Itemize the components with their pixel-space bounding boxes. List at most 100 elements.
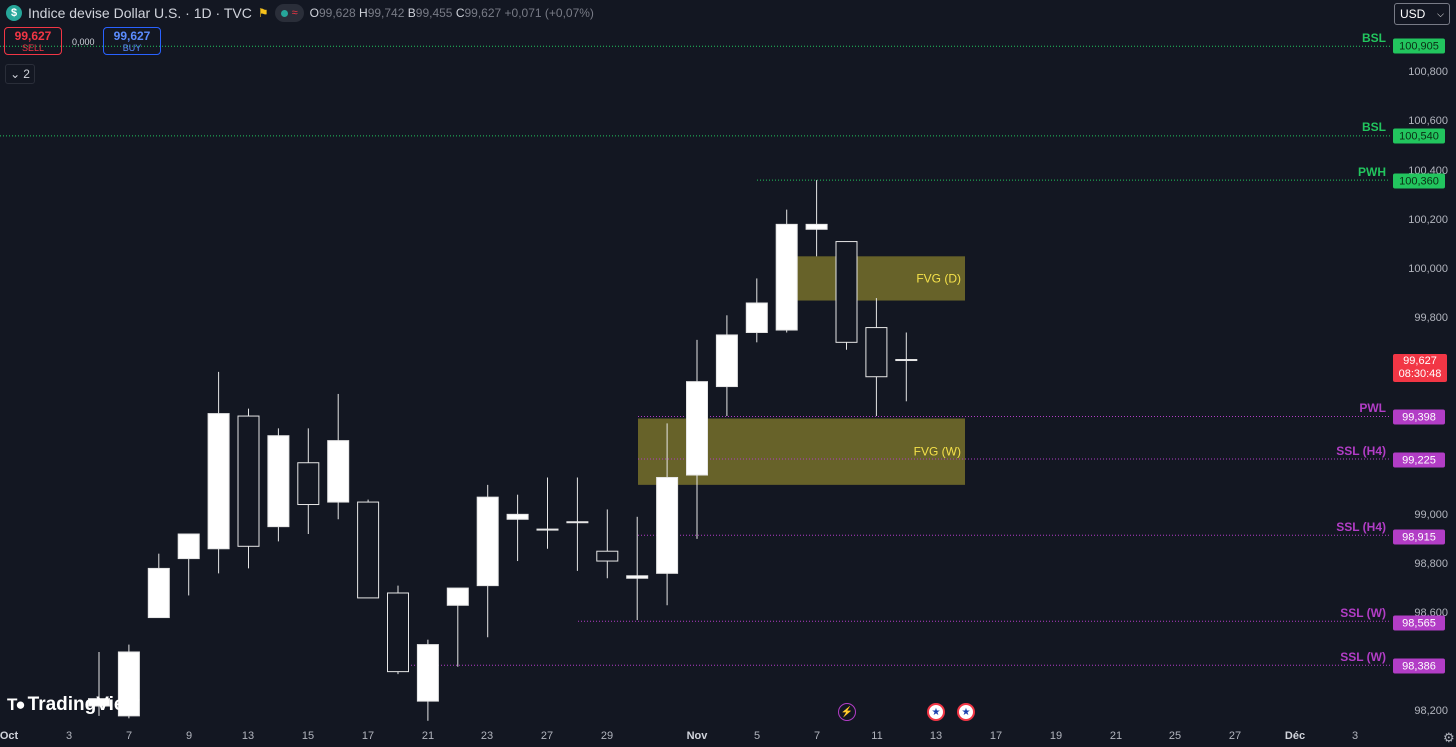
open-value: 99,628	[318, 6, 356, 20]
time-tick: 23	[480, 730, 494, 742]
candle	[895, 332, 918, 402]
price-tick: 98,800	[1414, 558, 1448, 570]
candle-body	[805, 223, 828, 230]
time-tick: 17	[361, 730, 375, 742]
candle	[596, 509, 619, 579]
level-label-pwl: PWL	[1359, 401, 1386, 415]
candle	[297, 428, 320, 535]
buy-button[interactable]: 99,627 BUY	[103, 27, 161, 55]
time-tick: 15	[301, 730, 315, 742]
market-open-dot-icon	[280, 9, 288, 17]
market-status-pill[interactable]: ≈	[274, 4, 304, 22]
price-tick: 100,200	[1408, 214, 1448, 226]
candle-body	[117, 651, 140, 717]
candle	[387, 585, 409, 675]
time-tick: 5	[753, 730, 761, 742]
spread-value: 0,000	[72, 37, 95, 47]
candle-body	[835, 241, 858, 343]
candle	[626, 516, 649, 621]
flag-icon[interactable]: ⚑	[257, 6, 269, 20]
candle	[566, 477, 589, 571]
price-tick: 100,600	[1408, 115, 1448, 127]
level-label-pwh: PWH	[1358, 165, 1386, 179]
low-value: 99,455	[415, 6, 453, 20]
price-tick: 100,000	[1408, 263, 1448, 275]
candle-body	[476, 496, 499, 587]
candle-body	[566, 521, 589, 524]
last-price-badge: 99,627 08:30:48	[1393, 354, 1447, 382]
candle-body	[446, 587, 469, 606]
time-tick: Déc	[1284, 730, 1306, 742]
close-value: 99,627	[464, 6, 502, 20]
level-price-badge: 98,386	[1393, 658, 1445, 674]
candle	[775, 209, 798, 333]
time-tick: 17	[989, 730, 1003, 742]
time-tick: 27	[1228, 730, 1242, 742]
candle	[88, 651, 110, 716]
change-value: +0,071 (+0,07%)	[504, 6, 594, 20]
lightning-event-icon[interactable]: ⚡	[838, 703, 856, 721]
level-price-badge: 99,398	[1393, 409, 1445, 425]
gear-icon[interactable]: ⚙	[1443, 730, 1455, 745]
candle-body	[387, 592, 409, 673]
candles	[88, 180, 918, 721]
buy-label: BUY	[122, 43, 142, 53]
buy-price: 99,627	[113, 29, 151, 43]
ohlc-readout: O99,628 H99,742 B99,455 C99,627 +0,071 (…	[310, 6, 594, 20]
us-flag-event-icon[interactable]: ★	[957, 703, 975, 721]
chevron-down-icon: ⌄	[10, 67, 21, 81]
fvg-zone-label: FVG (W)	[914, 445, 961, 459]
candle-body	[626, 575, 649, 579]
level-label-bsl: BSL	[1362, 120, 1386, 134]
candle	[267, 428, 290, 542]
sell-button[interactable]: 99,627 SELL	[4, 27, 62, 55]
time-tick: 19	[1049, 730, 1063, 742]
symbol-title[interactable]: Indice devise Dollar U.S. · 1D · TVC	[28, 5, 252, 21]
candle-body	[267, 435, 290, 528]
candle	[745, 278, 768, 343]
candle	[357, 499, 380, 599]
dollar-symbol-icon: $	[6, 5, 22, 21]
time-tick: 9	[185, 730, 193, 742]
time-tick: Oct	[0, 730, 19, 742]
candle	[327, 393, 350, 520]
level-label-ssl-h4: SSL (H4)	[1336, 520, 1386, 534]
candle-body	[686, 381, 708, 476]
high-value: 99,742	[367, 6, 405, 20]
open-key: O	[309, 6, 319, 20]
currency-select[interactable]: USD ⌵	[1394, 3, 1450, 25]
time-tick: 27	[540, 730, 554, 742]
candle-body	[207, 413, 230, 550]
candle	[147, 553, 170, 619]
level-price-badge: 100,360	[1393, 173, 1445, 189]
candle-body	[327, 440, 350, 503]
level-price-badge: 100,540	[1393, 128, 1445, 144]
candle-body	[88, 698, 110, 707]
us-flag-event-icon[interactable]: ★	[927, 703, 945, 721]
fvg-zone-labels: FVG (D) FVG (W)	[914, 271, 961, 458]
time-tick: 7	[813, 730, 821, 742]
candle-body	[297, 462, 320, 506]
candle	[805, 180, 828, 257]
candle	[835, 241, 858, 350]
level-price-badge: 99,225	[1393, 452, 1445, 468]
chevron-down-icon: ⌵	[1437, 8, 1444, 19]
candle	[177, 533, 200, 596]
price-tick: 100,800	[1408, 66, 1448, 78]
candle	[865, 298, 888, 417]
symbol-header[interactable]: $ Indice devise Dollar U.S. · 1D · TVC ⚑…	[6, 4, 594, 22]
candle-body	[895, 359, 918, 362]
candle	[476, 484, 499, 638]
time-tick: 11	[871, 730, 883, 742]
time-tick: 21	[421, 730, 435, 742]
candle-body	[416, 644, 439, 702]
tradingview-logo[interactable]: T● TradingView	[7, 694, 139, 716]
candle-body	[357, 501, 380, 599]
candle-body	[536, 528, 559, 531]
time-tick: 13	[241, 730, 255, 742]
indicators-toggle-button[interactable]: ⌄ 2	[5, 64, 35, 84]
candle-body	[865, 327, 888, 378]
candle-body	[147, 567, 170, 619]
time-tick: 21	[1109, 730, 1123, 742]
